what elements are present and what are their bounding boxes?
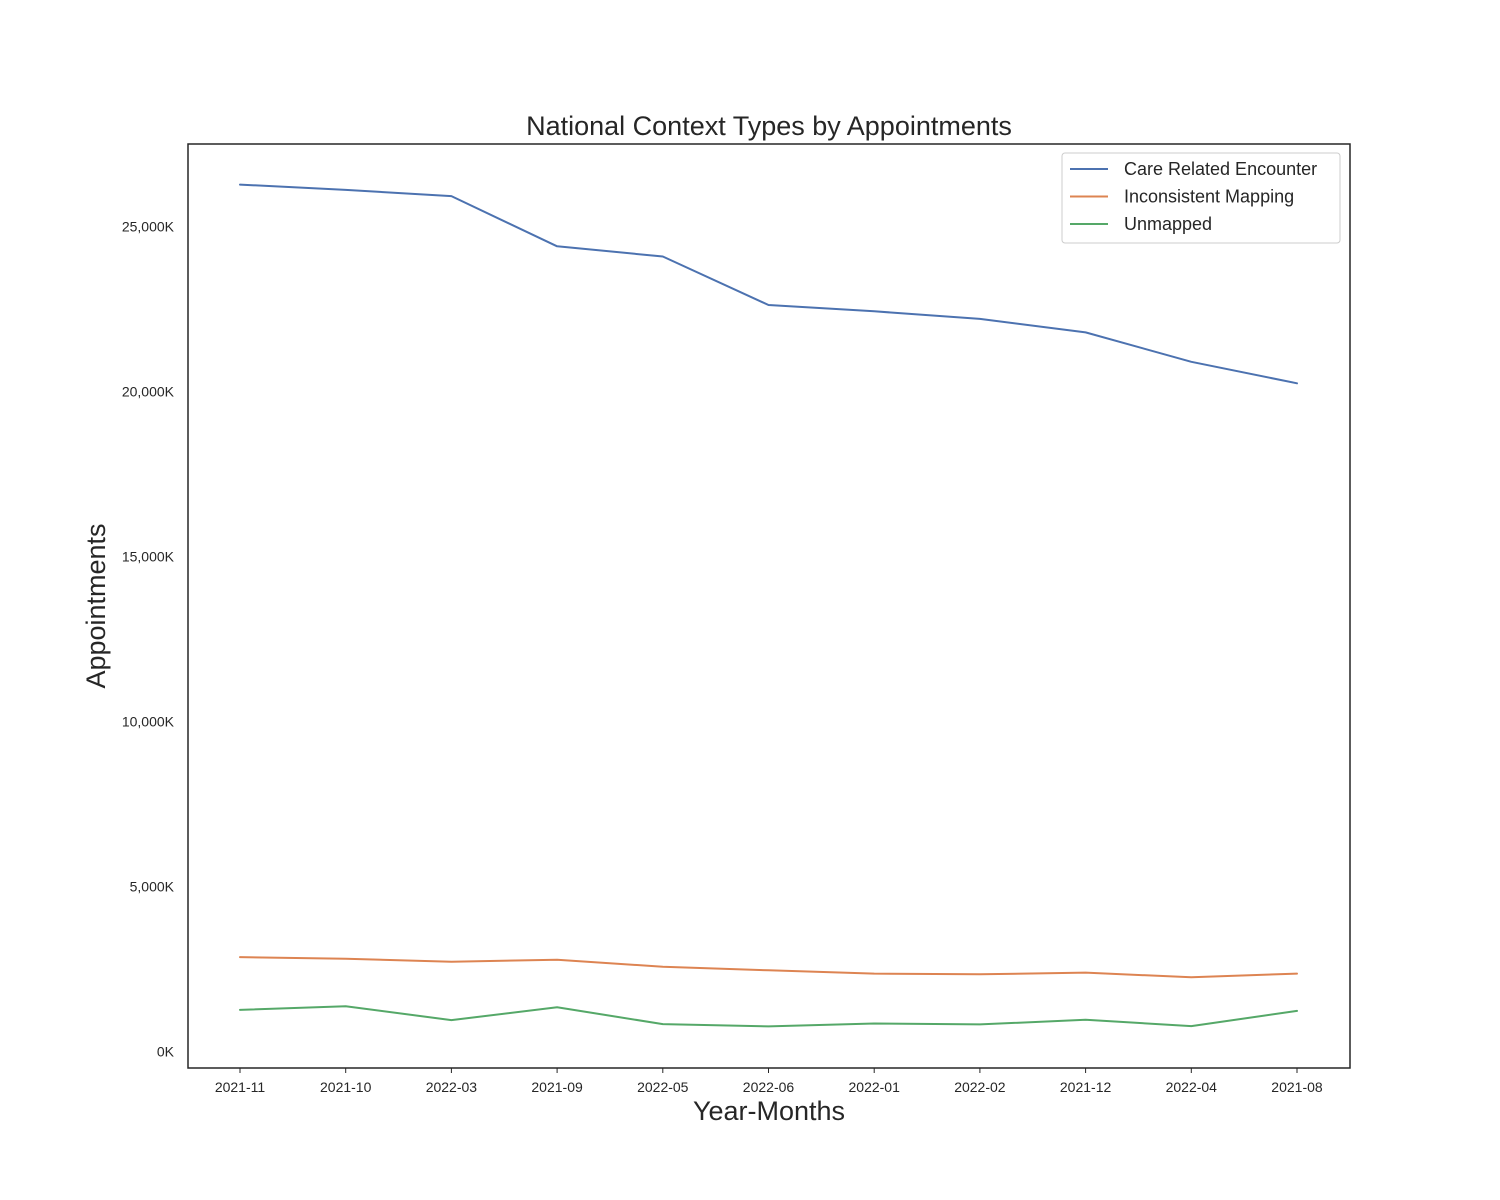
y-axis-label: Appointments	[81, 523, 111, 688]
y-tick-label: 15,000K	[122, 549, 175, 565]
x-tick-label: 2022-04	[1166, 1079, 1218, 1095]
y-axis-ticks: 0K 5,000K 10,000K 15,000K 20,000K 25,000K	[122, 219, 175, 1060]
x-tick-label: 2022-05	[637, 1079, 689, 1095]
series-line-unmapped	[239, 1005, 1298, 1028]
y-tick-label: 5,000K	[130, 879, 175, 895]
x-axis-ticks: 2021-11 2021-10 2022-03 2021-09 2022-05 2022-…	[215, 1068, 1323, 1095]
legend: Care Related Encounter Inconsistent Mappi…	[1061, 152, 1341, 244]
legend-box	[1061, 152, 1341, 244]
y-tick-label: 0K	[157, 1044, 175, 1060]
x-tick-label: 2021-09	[531, 1079, 583, 1095]
x-tick-label: 2021-10	[320, 1079, 372, 1095]
legend-label: Inconsistent Mapping	[1124, 187, 1294, 207]
y-tick-label: 20,000K	[122, 384, 175, 400]
x-tick-label: 2021-11	[215, 1079, 266, 1095]
plot-layer	[239, 183, 1298, 1028]
x-tick-label: 2022-03	[426, 1079, 478, 1095]
x-tick-label: 2022-02	[954, 1079, 1006, 1095]
legend-label: Unmapped	[1124, 214, 1212, 234]
y-tick-label: 25,000K	[122, 219, 175, 235]
y-tick-label: 10,000K	[122, 714, 175, 730]
x-tick-label: 2021-08	[1271, 1079, 1323, 1095]
series-line-inconsistent-mapping	[239, 956, 1298, 979]
x-tick-label: 2021-12	[1060, 1079, 1112, 1095]
x-tick-label: 2022-06	[743, 1079, 795, 1095]
x-tick-label: 2022-01	[849, 1079, 901, 1095]
legend-label: Care Related Encounter	[1124, 159, 1317, 179]
x-axis-label: Year-Months	[693, 1096, 845, 1126]
series-line-care-related-encounter	[239, 183, 1298, 385]
chart-title: National Context Types by Appointments	[526, 111, 1012, 141]
